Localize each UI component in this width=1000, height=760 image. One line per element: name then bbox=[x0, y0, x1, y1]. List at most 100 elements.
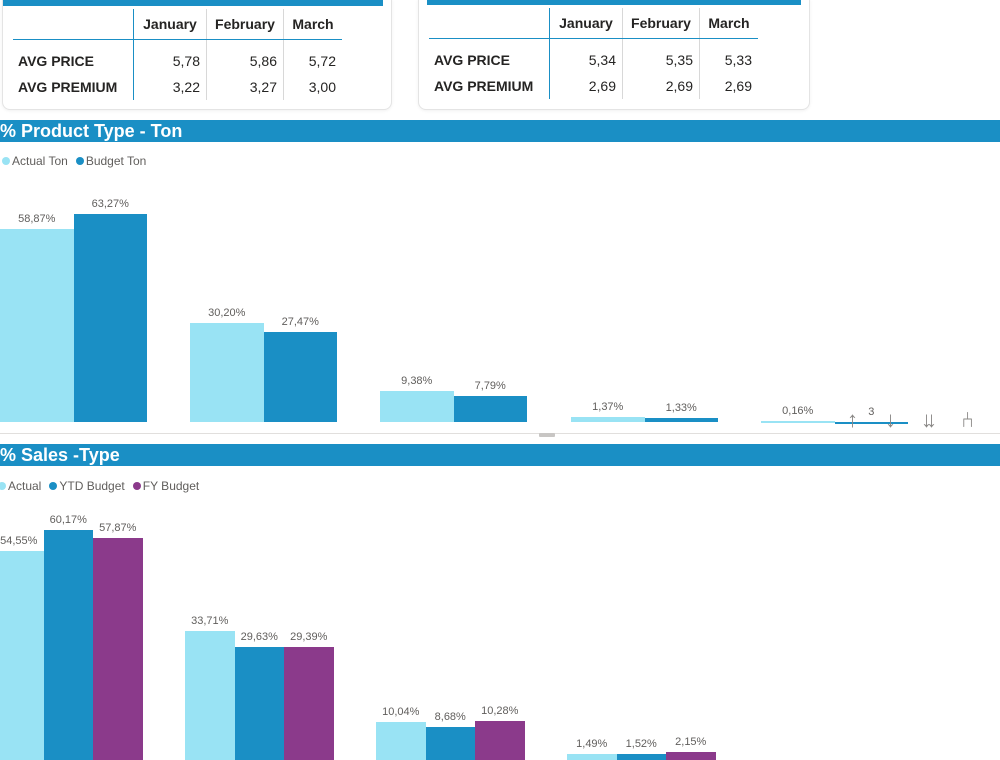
column-header-february[interactable]: February bbox=[206, 9, 284, 40]
bar-fy-budget[interactable] bbox=[93, 538, 143, 760]
row-label-avg-premium: AVG PREMIUM bbox=[429, 73, 550, 99]
expand-hierarchy-icon[interactable]: ⑃ bbox=[961, 407, 975, 432]
section-divider bbox=[0, 433, 1000, 434]
data-label: 29,39% bbox=[290, 631, 328, 644]
bar-ytd-budget[interactable] bbox=[43, 529, 93, 760]
bar-fy-budget[interactable] bbox=[666, 751, 716, 760]
cell-value: 5,86 bbox=[206, 39, 284, 74]
actual-price-card-title bbox=[3, 0, 383, 6]
legend-label: Actual bbox=[8, 479, 42, 493]
bar-ytd-budget[interactable] bbox=[234, 646, 284, 760]
actual-price-card: January February March AVG PRICE 5,78 5,… bbox=[2, 0, 392, 110]
bar-actual[interactable] bbox=[0, 551, 44, 760]
drill-down-arrow-icon[interactable]: ↓ bbox=[885, 407, 896, 432]
data-label: 29,63% bbox=[240, 630, 278, 643]
budget-price-matrix: January February March AVG PRICE 5,34 5,… bbox=[429, 8, 758, 99]
legend-item-fy-budget[interactable]: FY Budget bbox=[132, 479, 200, 493]
data-label: 30,20% bbox=[208, 306, 246, 319]
legend-item-actual[interactable]: Actual bbox=[0, 479, 41, 493]
bar-actual-ton[interactable] bbox=[0, 228, 74, 422]
matrix-corner-cell bbox=[429, 8, 550, 39]
table-row: AVG PRICE 5,34 5,35 5,33 bbox=[429, 38, 758, 73]
cell-value: 5,34 bbox=[549, 38, 623, 73]
column-header-january[interactable]: January bbox=[133, 9, 207, 40]
legend-dot-icon bbox=[75, 157, 84, 165]
table-row: AVG PREMIUM 2,69 2,69 2,69 bbox=[429, 73, 758, 99]
column-header-february[interactable]: February bbox=[622, 8, 700, 39]
data-label: 60,17% bbox=[49, 513, 87, 526]
cell-value: 3,00 bbox=[308, 79, 336, 95]
legend-label: Actual Ton bbox=[12, 154, 68, 168]
cell-value: 5,72 bbox=[308, 53, 336, 69]
row-label-avg-price: AVG PRICE bbox=[13, 39, 134, 74]
legend-label: Budget Ton bbox=[85, 154, 147, 168]
row-label-avg-price: AVG PRICE bbox=[429, 38, 550, 73]
data-label: 0,16% bbox=[782, 405, 814, 418]
cell-value: 3,22 bbox=[133, 74, 207, 100]
bar-actual[interactable] bbox=[185, 630, 235, 760]
data-label: 1,49% bbox=[576, 738, 608, 751]
sales-type-legend: Actual YTD Budget FY Budget bbox=[0, 479, 203, 493]
legend-label: YTD Budget bbox=[59, 479, 125, 493]
data-label: 7,79% bbox=[474, 380, 506, 393]
bar-actual[interactable] bbox=[567, 754, 617, 760]
bar-fy-budget[interactable] bbox=[284, 647, 334, 760]
legend-item-ytd-budget[interactable]: YTD Budget bbox=[49, 479, 125, 493]
table-row: AVG PREMIUM 3,22 3,27 3,00 bbox=[13, 74, 342, 100]
column-header-march[interactable]: March bbox=[699, 8, 758, 39]
data-label: 54,55% bbox=[0, 535, 38, 548]
matrix-corner-cell bbox=[13, 9, 134, 40]
data-label: 1,52% bbox=[625, 738, 657, 751]
product-type-bar-chart: 58,87% 30,20% 9,38% 1,37% 0,16% 63,27% 27,47% 7… bbox=[0, 150, 1000, 430]
bar-actual-ton[interactable] bbox=[380, 391, 454, 422]
column-header-march[interactable]: March bbox=[283, 9, 342, 40]
data-label: 8,68% bbox=[434, 710, 466, 723]
bar-budget-ton[interactable] bbox=[73, 214, 147, 422]
product-type-legend: Actual Ton Budget Ton bbox=[2, 154, 150, 168]
go-to-next-level-icon[interactable]: ↓↓ bbox=[921, 407, 937, 432]
table-row: AVG PRICE 5,78 5,86 5,72 bbox=[13, 39, 342, 74]
cell-value: 2,69 bbox=[724, 78, 752, 94]
bar-actual-ton[interactable] bbox=[761, 421, 835, 424]
data-label: 1,33% bbox=[665, 401, 697, 414]
bar-actual-ton[interactable] bbox=[571, 417, 645, 422]
actual-price-matrix: January February March AVG PRICE 5,78 5,… bbox=[13, 9, 342, 100]
legend-label: FY Budget bbox=[142, 479, 200, 493]
data-label: 27,47% bbox=[281, 315, 319, 328]
column-header-january[interactable]: January bbox=[549, 8, 623, 39]
bar-actual-ton[interactable] bbox=[190, 322, 264, 422]
cell-value: 5,78 bbox=[133, 39, 207, 74]
cell-value: 3,27 bbox=[206, 74, 284, 100]
bar-budget-ton[interactable] bbox=[453, 396, 527, 422]
bar-budget-ton[interactable] bbox=[644, 417, 718, 422]
data-label: 57,87% bbox=[99, 522, 137, 535]
budget-price-card-title bbox=[427, 0, 801, 5]
bar-budget-ton[interactable] bbox=[834, 421, 908, 424]
sales-type-bar-chart: 54,55% 33,71% 10,04% 1,49% 60,17% 29,63% 8,68%… bbox=[0, 470, 1000, 760]
bar-budget-ton[interactable] bbox=[263, 331, 337, 422]
product-type-chart-title: % Product Type - Ton bbox=[0, 120, 1000, 142]
legend-item-budget-ton[interactable]: Budget Ton bbox=[75, 154, 147, 168]
bar-ytd-budget[interactable] bbox=[425, 726, 475, 760]
data-label: 2,15% bbox=[675, 735, 707, 748]
bar-ytd-budget[interactable] bbox=[616, 754, 666, 760]
data-label: 33,71% bbox=[191, 614, 229, 627]
resize-handle[interactable] bbox=[539, 433, 555, 437]
data-label: 63,27% bbox=[91, 198, 129, 211]
drill-up-arrow-icon[interactable]: ↑ bbox=[847, 407, 858, 432]
bar-fy-budget[interactable] bbox=[475, 720, 525, 760]
data-label: 9,38% bbox=[401, 375, 433, 388]
legend-dot-icon bbox=[0, 482, 6, 490]
data-label: 10,28% bbox=[481, 704, 519, 717]
data-label: 10,04% bbox=[382, 705, 420, 718]
data-label: 1,37% bbox=[592, 401, 624, 414]
bar-actual[interactable] bbox=[376, 721, 426, 760]
sales-type-chart-title: % Sales -Type bbox=[0, 444, 1000, 466]
data-label: 3 bbox=[868, 405, 875, 418]
data-label: 58,87% bbox=[18, 212, 56, 225]
legend-dot-icon bbox=[2, 157, 10, 165]
cell-value: 2,69 bbox=[622, 73, 700, 99]
legend-dot-icon bbox=[132, 482, 141, 490]
legend-item-actual-ton[interactable]: Actual Ton bbox=[2, 154, 68, 168]
cell-value: 2,69 bbox=[549, 73, 623, 99]
